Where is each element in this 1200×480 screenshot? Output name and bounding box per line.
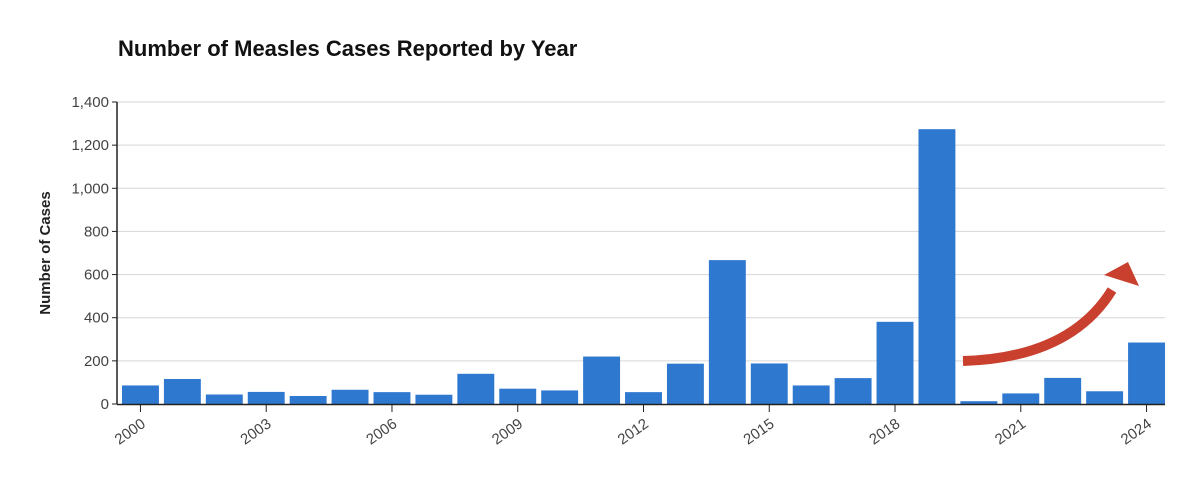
bar-2019 [918,129,956,404]
bars [122,129,1165,404]
x-tick-label: 2003 [237,415,274,448]
bar-2002 [205,394,243,404]
bar-2022 [1044,377,1082,404]
x-tick-label: 2006 [363,415,400,448]
bar-2003 [247,391,285,404]
chart-title: Number of Measles Cases Reported by Year [118,36,578,61]
bar-2021 [1002,393,1040,404]
y-tick-label: 1,200 [71,137,109,154]
x-tick-label: 2018 [866,415,903,448]
y-axis-label: Number of Cases [37,191,54,314]
bar-2007 [415,394,453,404]
bar-2000 [122,385,159,404]
bar-2012 [625,392,662,404]
x-tick-label: 2021 [992,415,1029,448]
x-tick-label: 2009 [489,415,526,448]
bar-2006 [373,392,411,404]
x-axis-ticks: 2000 2003 2006 2009 2012 2015 2018 2021 2024 [112,404,1155,448]
bar-2024 [1128,342,1165,404]
x-tick-label: 2012 [615,415,652,448]
bar-2017 [834,378,872,404]
bar-2018 [876,321,914,404]
axes [116,102,1165,406]
bar-2001 [163,378,201,404]
x-tick-label: 2015 [740,415,777,448]
bar-2015 [750,363,788,404]
bar-2014 [708,260,746,404]
arrow-head [1104,262,1139,286]
gridlines [117,101,1165,362]
bar-2016 [792,385,830,404]
y-tick-label: 1,400 [71,94,109,111]
bar-2023 [1086,391,1124,404]
bar-2020 [960,401,998,404]
bar-2004 [289,396,327,404]
y-tick-label: 600 [84,267,109,284]
y-tick-label: 200 [84,353,109,370]
bar-2005 [331,389,369,404]
y-axis-ticks: 0 200 400 600 800 1,000 1,200 1,400 [71,94,117,413]
x-tick-label: 2000 [112,415,149,448]
bar-2010 [541,390,579,404]
y-tick-label: 400 [84,310,109,327]
trend-arrow-icon [962,262,1139,366]
x-tick-label: 2024 [1118,415,1155,448]
arrow-shaft [962,287,1117,366]
y-tick-label: 0 [101,396,109,413]
bar-2013 [666,363,704,404]
bar-2011 [583,356,621,404]
y-tick-label: 1,000 [71,180,109,197]
bar-2008 [457,373,495,404]
y-tick-label: 800 [84,223,109,240]
bar-2009 [499,388,537,404]
